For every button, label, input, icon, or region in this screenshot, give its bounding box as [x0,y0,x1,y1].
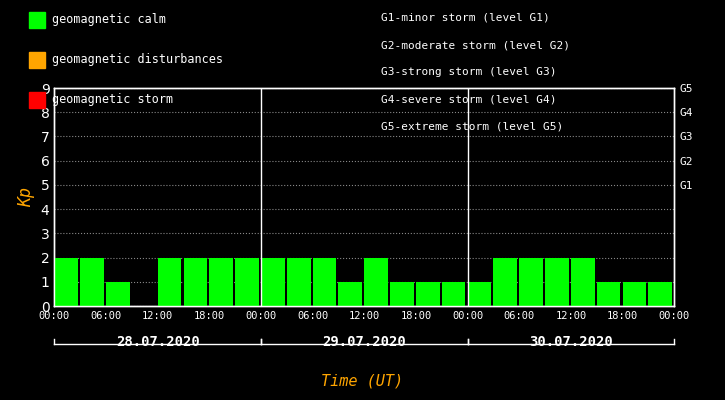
Text: geomagnetic storm: geomagnetic storm [52,94,173,106]
Bar [54,258,78,306]
Text: 28.07.2020: 28.07.2020 [116,336,199,350]
Bar [106,282,130,306]
Text: G5-extreme storm (level G5): G5-extreme storm (level G5) [381,122,563,132]
Text: 30.07.2020: 30.07.2020 [529,336,613,350]
Bar [468,282,492,306]
Y-axis label: Kp: Kp [17,187,35,207]
Bar [390,282,414,306]
Text: G1-minor storm (level G1): G1-minor storm (level G1) [381,13,550,23]
Bar [312,258,336,306]
Bar [210,258,233,306]
Bar [157,258,181,306]
Bar [597,282,621,306]
Text: geomagnetic calm: geomagnetic calm [52,14,166,26]
Text: G2-moderate storm (level G2): G2-moderate storm (level G2) [381,40,570,50]
Bar [287,258,310,306]
Bar [80,258,104,306]
Bar [442,282,465,306]
Bar [235,258,259,306]
Bar [416,282,439,306]
Bar [261,258,285,306]
Bar [571,258,594,306]
Text: G3-strong storm (level G3): G3-strong storm (level G3) [381,68,556,78]
Bar [339,282,362,306]
Bar [519,258,543,306]
Bar [648,282,672,306]
Text: G4-severe storm (level G4): G4-severe storm (level G4) [381,95,556,105]
Bar [623,282,646,306]
Bar [364,258,388,306]
Text: Time (UT): Time (UT) [321,373,404,388]
Bar [494,258,517,306]
Text: 29.07.2020: 29.07.2020 [323,336,406,350]
Text: geomagnetic disturbances: geomagnetic disturbances [52,54,223,66]
Bar [545,258,569,306]
Bar [183,258,207,306]
